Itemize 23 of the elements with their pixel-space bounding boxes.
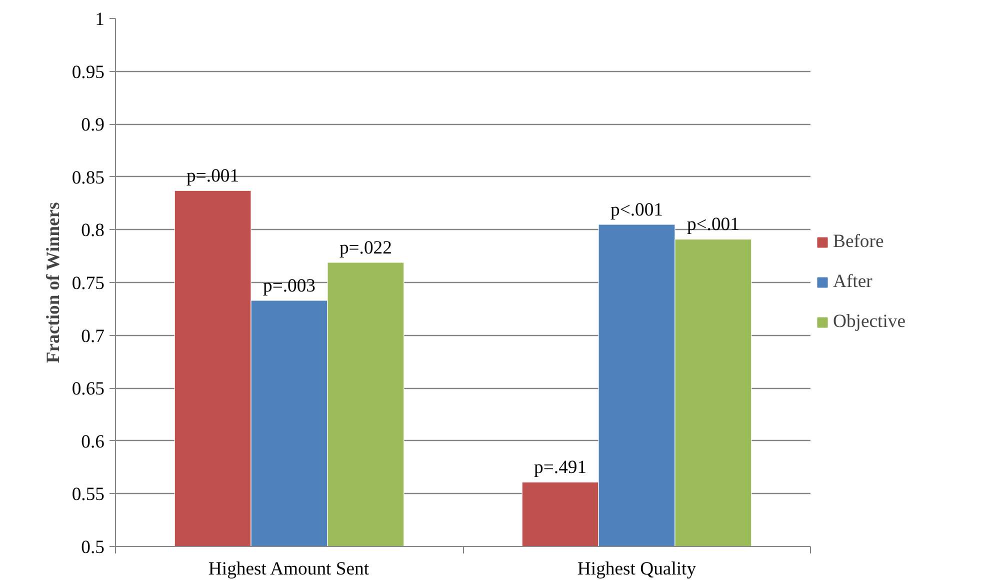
legend-label: Before <box>833 231 884 253</box>
legend-label: After <box>833 271 872 293</box>
annotation: p<.001 <box>686 214 740 236</box>
y-tick-label: 0.55 <box>72 484 105 506</box>
y-tick-label: 0.5 <box>81 537 105 558</box>
y-tick-label: 0.65 <box>72 378 105 400</box>
y-tick-label: 0.85 <box>72 167 105 188</box>
legend-label: Objective <box>833 311 906 333</box>
annotation: p=.491 <box>534 457 587 478</box>
y-tick-label: 0.9 <box>81 114 105 136</box>
y-tick-label: 0.75 <box>72 273 105 294</box>
y-tick-label: 1 <box>95 9 104 30</box>
annotation: p=.001 <box>186 166 240 187</box>
y-tick-label: 0.6 <box>81 431 105 452</box>
y-tick-label: 0.8 <box>81 220 105 242</box>
x-tick-label: Highest Amount Sent <box>208 558 370 580</box>
x-tick-label: Highest Quality <box>577 558 697 580</box>
y-tick-label: 0.7 <box>81 326 105 347</box>
annotation: p=.003 <box>263 275 316 296</box>
y-tick-label: 0.95 <box>72 62 105 83</box>
y-axis-title: Fraction of Winners <box>42 202 64 364</box>
annotation: p=.022 <box>339 237 392 258</box>
annotation: p<.001 <box>610 199 663 220</box>
